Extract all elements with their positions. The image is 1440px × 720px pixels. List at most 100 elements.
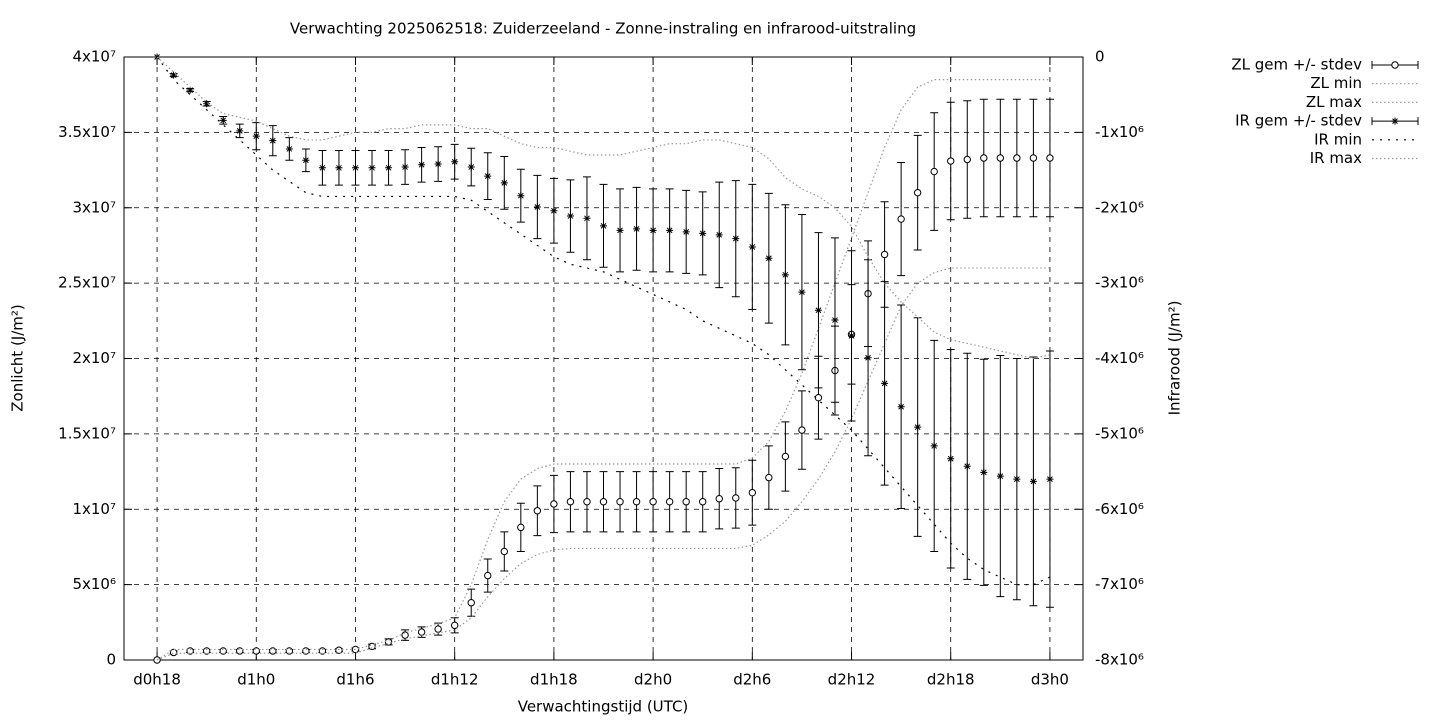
point bbox=[203, 100, 211, 108]
point bbox=[831, 316, 839, 324]
point bbox=[732, 235, 740, 243]
point bbox=[451, 158, 459, 166]
point bbox=[947, 455, 955, 463]
x-tick-label: d2h12 bbox=[828, 671, 876, 689]
chart-title: Verwachting 2025062518: Zuiderzeeland - … bbox=[290, 20, 916, 38]
point bbox=[302, 156, 310, 164]
point bbox=[682, 498, 690, 506]
point bbox=[450, 621, 459, 630]
point bbox=[996, 472, 1004, 480]
point bbox=[583, 498, 591, 506]
point bbox=[368, 164, 376, 172]
y2-tick-label: -8x10⁶ bbox=[1095, 651, 1144, 669]
point bbox=[351, 164, 359, 172]
point bbox=[186, 86, 194, 94]
legend-label: ZL max bbox=[1306, 93, 1362, 111]
legend-label: IR gem +/- stdev bbox=[1235, 112, 1362, 130]
point bbox=[814, 306, 822, 314]
point bbox=[583, 214, 591, 222]
point bbox=[881, 379, 889, 387]
point bbox=[417, 628, 426, 636]
point bbox=[814, 393, 823, 402]
point bbox=[269, 137, 277, 145]
point bbox=[632, 498, 641, 506]
point bbox=[914, 423, 922, 431]
point bbox=[682, 228, 690, 236]
point bbox=[600, 222, 607, 230]
legend-marker bbox=[1391, 61, 1399, 69]
point bbox=[318, 164, 326, 172]
point bbox=[484, 571, 492, 580]
point bbox=[665, 498, 674, 506]
point bbox=[1029, 154, 1038, 162]
point bbox=[699, 498, 707, 506]
point bbox=[285, 647, 294, 655]
point bbox=[715, 231, 723, 239]
point bbox=[533, 507, 542, 515]
point bbox=[649, 226, 657, 234]
point bbox=[1013, 154, 1021, 162]
point bbox=[285, 145, 293, 153]
point bbox=[996, 154, 1005, 162]
point bbox=[732, 494, 740, 502]
x-tick-label: d3h0 bbox=[1031, 671, 1069, 689]
point bbox=[566, 212, 574, 220]
point bbox=[566, 498, 575, 506]
point bbox=[1046, 154, 1054, 162]
point bbox=[980, 468, 988, 476]
legend-label: ZL gem +/- stdev bbox=[1231, 56, 1362, 74]
point bbox=[385, 164, 393, 172]
legend-label: IR max bbox=[1310, 149, 1362, 167]
y-tick-label: 3x10⁷ bbox=[72, 198, 116, 216]
y2-tick-label: 0 bbox=[1095, 48, 1105, 66]
point bbox=[947, 157, 955, 165]
point bbox=[963, 462, 971, 470]
point bbox=[517, 192, 525, 200]
legend-marker bbox=[1391, 117, 1399, 125]
point bbox=[748, 243, 756, 251]
point bbox=[533, 203, 541, 211]
point bbox=[434, 625, 442, 633]
point bbox=[202, 647, 211, 655]
point bbox=[1029, 477, 1037, 485]
point bbox=[798, 426, 806, 434]
y2-tick-label: -6x10⁶ bbox=[1095, 500, 1144, 518]
y-tick-label: 5x10⁶ bbox=[72, 575, 116, 593]
y2-tick-label: -7x10⁶ bbox=[1095, 575, 1144, 593]
point bbox=[236, 127, 244, 135]
y-tick-label: 1.5x10⁷ bbox=[58, 424, 116, 442]
x-tick-label: d1h18 bbox=[530, 671, 578, 689]
legend-label: ZL min bbox=[1310, 74, 1362, 92]
point bbox=[500, 179, 508, 187]
legend-label: IR min bbox=[1314, 130, 1362, 148]
y2-tick-label: -5x10⁶ bbox=[1095, 424, 1144, 442]
point bbox=[219, 647, 227, 655]
point bbox=[401, 163, 409, 171]
point bbox=[616, 498, 624, 506]
point bbox=[930, 442, 938, 450]
point bbox=[219, 116, 227, 124]
point bbox=[633, 225, 641, 233]
point bbox=[467, 599, 475, 607]
point bbox=[252, 132, 260, 140]
x-tick-label: d2h0 bbox=[634, 671, 672, 689]
point bbox=[897, 215, 905, 223]
x-tick-label: d0h18 bbox=[133, 671, 181, 689]
y-tick-label: 2.5x10⁷ bbox=[58, 274, 116, 292]
point bbox=[616, 226, 624, 234]
point bbox=[186, 647, 194, 655]
point bbox=[930, 167, 938, 176]
y-tick-label: 1x10⁷ bbox=[72, 500, 116, 518]
point bbox=[500, 547, 508, 556]
y-tick-label: 2x10⁷ bbox=[72, 349, 116, 367]
point bbox=[864, 354, 872, 362]
point bbox=[963, 155, 971, 164]
line bbox=[156, 56, 1051, 586]
point bbox=[699, 229, 707, 237]
x-tick-label: d1h0 bbox=[237, 671, 275, 689]
point bbox=[897, 403, 905, 411]
point bbox=[765, 254, 773, 262]
point bbox=[880, 250, 889, 259]
point bbox=[798, 288, 806, 296]
